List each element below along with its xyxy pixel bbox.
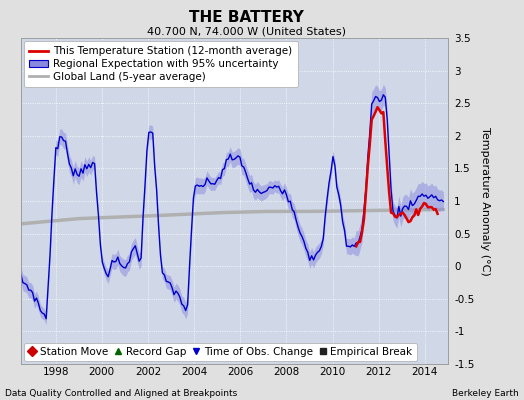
Text: Berkeley Earth: Berkeley Earth (452, 389, 519, 398)
Text: Data Quality Controlled and Aligned at Breakpoints: Data Quality Controlled and Aligned at B… (5, 389, 237, 398)
Legend: Station Move, Record Gap, Time of Obs. Change, Empirical Break: Station Move, Record Gap, Time of Obs. C… (24, 342, 417, 361)
Y-axis label: Temperature Anomaly (°C): Temperature Anomaly (°C) (480, 127, 490, 275)
Text: 40.700 N, 74.000 W (United States): 40.700 N, 74.000 W (United States) (147, 26, 346, 36)
Text: THE BATTERY: THE BATTERY (189, 10, 304, 25)
